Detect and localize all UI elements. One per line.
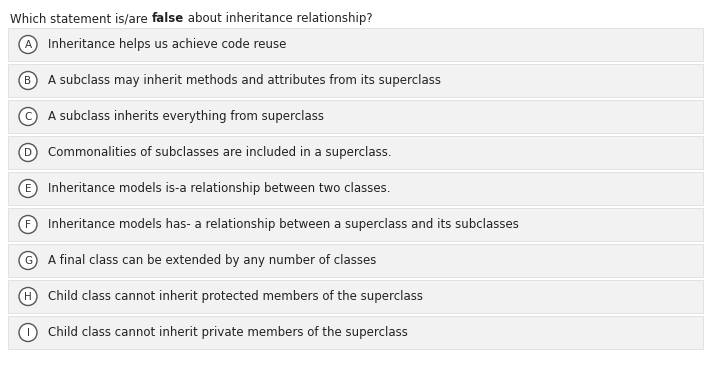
Text: Child class cannot inherit private members of the superclass: Child class cannot inherit private membe… [48,326,408,339]
Text: A: A [24,39,31,50]
FancyBboxPatch shape [8,64,703,97]
Text: B: B [24,75,31,86]
FancyBboxPatch shape [8,208,703,241]
Text: Commonalities of subclasses are included in a superclass.: Commonalities of subclasses are included… [48,146,392,159]
FancyBboxPatch shape [8,172,703,205]
Text: Inheritance helps us achieve code reuse: Inheritance helps us achieve code reuse [48,38,287,51]
Text: Child class cannot inherit protected members of the superclass: Child class cannot inherit protected mem… [48,290,423,303]
Circle shape [19,216,37,233]
Circle shape [19,36,37,53]
Text: Inheritance models is-a relationship between two classes.: Inheritance models is-a relationship bet… [48,182,390,195]
Text: I: I [26,327,29,337]
FancyBboxPatch shape [8,280,703,313]
Text: false: false [151,12,183,25]
Text: H: H [24,291,32,301]
FancyBboxPatch shape [8,100,703,133]
Text: F: F [25,219,31,229]
Text: A subclass inherits everything from superclass: A subclass inherits everything from supe… [48,110,324,123]
Text: Which statement is/are: Which statement is/are [10,12,151,25]
FancyBboxPatch shape [8,136,703,169]
Text: C: C [24,111,32,122]
Text: Inheritance models has- a relationship between a superclass and its subclasses: Inheritance models has- a relationship b… [48,218,519,231]
FancyBboxPatch shape [8,316,703,349]
Circle shape [19,72,37,89]
Circle shape [19,324,37,341]
Text: D: D [24,147,32,158]
Text: A final class can be extended by any number of classes: A final class can be extended by any num… [48,254,376,267]
Circle shape [19,144,37,161]
FancyBboxPatch shape [8,244,703,277]
Circle shape [19,288,37,305]
Circle shape [19,180,37,197]
Circle shape [19,108,37,125]
Text: A subclass may inherit methods and attributes from its superclass: A subclass may inherit methods and attri… [48,74,441,87]
Text: G: G [24,255,32,265]
Text: about inheritance relationship?: about inheritance relationship? [183,12,373,25]
Text: E: E [25,183,31,194]
FancyBboxPatch shape [8,28,703,61]
Circle shape [19,252,37,269]
